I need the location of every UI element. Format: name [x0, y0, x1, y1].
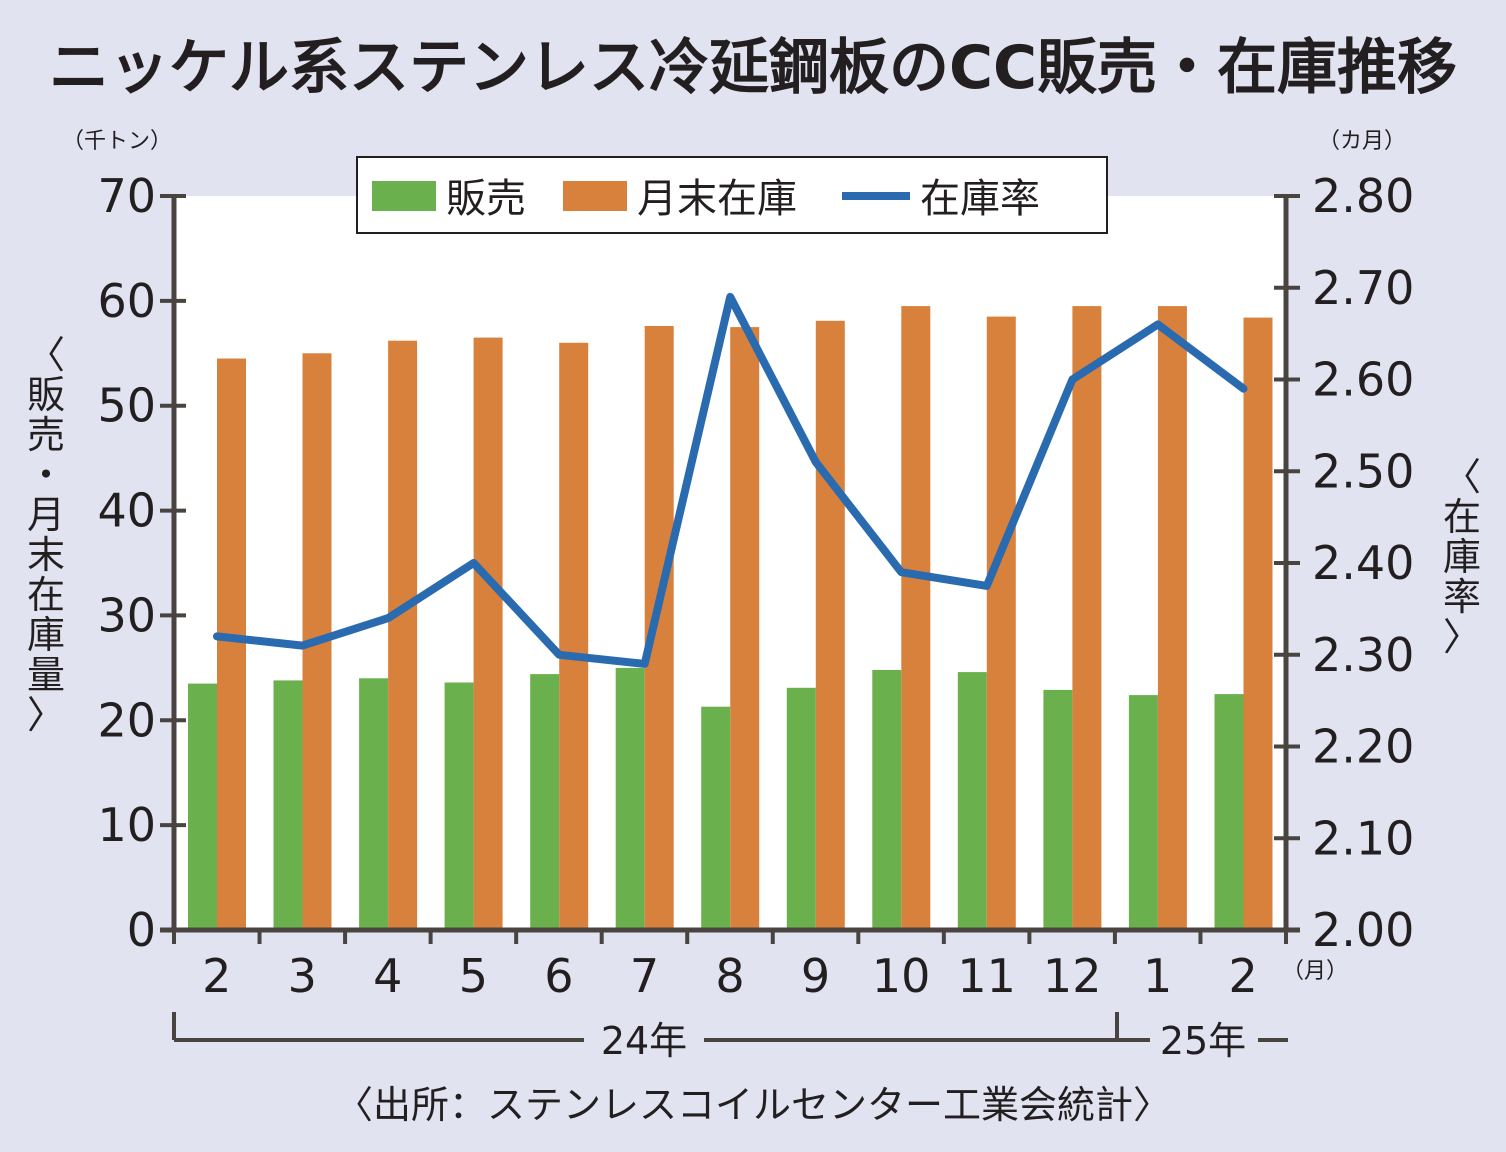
source-note: 〈出所：ステンレスコイルセンター工業会統計〉	[335, 1083, 1171, 1127]
left-axis-title-char: 〉	[27, 693, 65, 737]
legend-swatch-stock	[563, 181, 627, 211]
bar-sales	[872, 670, 902, 930]
chart-title: ニッケル系ステンレス冷延鋼板のCC販売・在庫推移	[49, 33, 1457, 103]
left-axis-title-char: 庫	[27, 613, 65, 657]
right-tick-label: 2.20	[1312, 720, 1414, 774]
left-axis-title-char: 末	[27, 533, 65, 577]
legend-label-ratio: 在庫率	[920, 176, 1040, 222]
x-tick-label: 5	[459, 949, 488, 1003]
left-axis-title-char: 量	[27, 653, 65, 697]
x-tick-label: 7	[630, 949, 659, 1003]
bar-sales	[1043, 689, 1073, 930]
bar-stock	[217, 358, 246, 930]
right-axis-title-char: 在	[1443, 495, 1481, 539]
bar-stock	[473, 337, 503, 931]
month-unit-label: （月）	[1282, 959, 1348, 984]
bar-stock	[1072, 306, 1102, 931]
legend: 販売 月末在庫 在庫率	[356, 156, 1108, 234]
bar-sales	[530, 674, 560, 930]
left-tick-label: 30	[97, 588, 156, 642]
right-tick-label: 2.30	[1312, 628, 1414, 682]
bar-stock	[986, 316, 1016, 931]
tick-labels-group: 0 10 20 30 40 50 60 70 2.00 2.10 2.20 2.30 2.40 2.50 2…	[97, 169, 1414, 1003]
x-tick-label: 3	[288, 949, 317, 1003]
year-label-24: 24年	[601, 1019, 687, 1063]
right-tick-label: 2.70	[1312, 261, 1414, 315]
left-tick-label: 50	[97, 379, 156, 433]
x-tick-label: 8	[715, 949, 744, 1003]
left-axis-title-char: 販	[27, 373, 65, 417]
right-unit-label: （カ月）	[1318, 129, 1406, 154]
x-tick-label: 1	[1143, 949, 1172, 1003]
left-axis-title-char: ・	[27, 453, 65, 497]
right-tick-label: 2.00	[1312, 903, 1414, 957]
legend-swatch-sales	[372, 181, 436, 211]
x-tick-label: 2	[202, 949, 231, 1003]
legend-box	[356, 156, 1108, 234]
right-axis-title-char: 〉	[1443, 615, 1481, 659]
legend-label-stock: 月末在庫	[637, 176, 797, 222]
bar-stock	[1157, 306, 1187, 931]
x-tick-label: 2	[1229, 949, 1258, 1003]
right-axis-title-char: 〈	[1443, 455, 1481, 499]
x-tick-label: 9	[801, 949, 830, 1003]
legend-label-sales: 販売	[446, 176, 526, 222]
year-brackets: 24年 25年	[172, 1012, 1288, 1063]
bar-sales	[957, 672, 987, 930]
x-tick-label: 12	[1043, 949, 1102, 1003]
bar-stock	[1243, 317, 1273, 931]
bar-sales	[444, 682, 474, 930]
x-tick-label: 11	[957, 949, 1016, 1003]
x-tick-label: 10	[872, 949, 931, 1003]
bar-sales	[786, 687, 816, 930]
bar-sales	[615, 667, 645, 930]
left-axis-title-char: 売	[27, 413, 65, 457]
x-tick-label: 4	[373, 949, 402, 1003]
axes-group	[160, 194, 1300, 944]
left-axis-title-char: 在	[27, 573, 65, 617]
right-tick-label: 2.80	[1312, 169, 1414, 223]
right-axis-title-char: 率	[1443, 575, 1481, 619]
bar-stock	[388, 340, 418, 930]
bar-sales	[359, 678, 389, 930]
right-tick-label: 2.50	[1312, 444, 1414, 498]
bar-stock	[815, 320, 845, 930]
bar-sales	[188, 683, 217, 930]
left-tick-label: 60	[97, 274, 156, 328]
left-unit-label: （千トン）	[62, 129, 172, 154]
left-tick-label: 10	[97, 798, 156, 852]
left-tick-label: 20	[97, 693, 156, 747]
bar-sales	[1214, 694, 1244, 930]
left-tick-label: 70	[97, 169, 156, 223]
right-tick-label: 2.40	[1312, 536, 1414, 590]
bar-sales	[701, 706, 731, 930]
ratio-line	[213, 292, 1248, 668]
bar-stock	[730, 327, 760, 931]
right-tick-label: 2.10	[1312, 811, 1414, 865]
bar-stock	[901, 306, 931, 931]
left-tick-label: 0	[127, 903, 156, 957]
right-axis-title-char: 庫	[1443, 535, 1481, 579]
bar-stock	[559, 342, 589, 930]
x-tick-label: 6	[544, 949, 573, 1003]
right-tick-label: 2.60	[1312, 353, 1414, 407]
year-label-25: 25年	[1160, 1019, 1246, 1063]
bar-sales	[273, 680, 303, 930]
left-axis-title-char: 月	[27, 493, 65, 537]
left-axis-title-char: 〈	[27, 333, 65, 377]
bar-sales	[1128, 695, 1158, 930]
left-tick-label: 40	[97, 484, 156, 538]
